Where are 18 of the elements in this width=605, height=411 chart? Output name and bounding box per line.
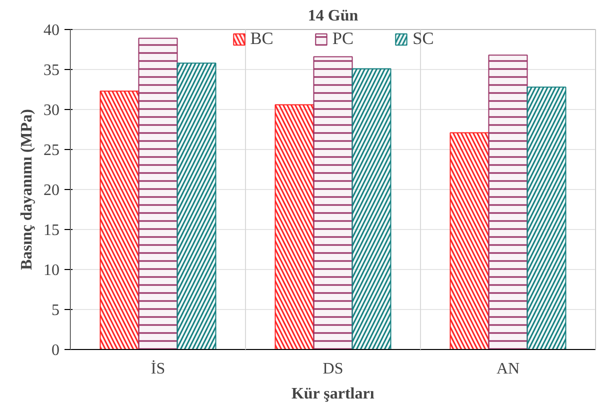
legend-label: BC bbox=[250, 29, 274, 49]
y-axis-title: Basınç dayanımı (MPa) bbox=[18, 109, 36, 270]
legend-label: PC bbox=[332, 29, 354, 49]
x-tick-label: AN bbox=[496, 360, 520, 378]
y-tick-label: 10 bbox=[44, 262, 60, 279]
y-tick-label: 15 bbox=[44, 222, 60, 239]
y-tick-label: 5 bbox=[52, 302, 60, 319]
x-axis-title: Kür şartları bbox=[291, 386, 375, 402]
y-tick-label: 30 bbox=[44, 102, 60, 119]
y-tick-label: 0 bbox=[52, 342, 60, 359]
y-tick-label: 40 bbox=[44, 22, 60, 39]
y-tick-label: 25 bbox=[44, 142, 60, 159]
y-tick-label: 20 bbox=[44, 182, 60, 199]
chart-title: 14 Gün bbox=[308, 8, 358, 24]
legend-label: SC bbox=[412, 29, 434, 49]
x-tick-label: İS bbox=[150, 360, 166, 378]
y-tick-label: 35 bbox=[44, 62, 60, 79]
x-tick-label: DS bbox=[322, 360, 344, 378]
